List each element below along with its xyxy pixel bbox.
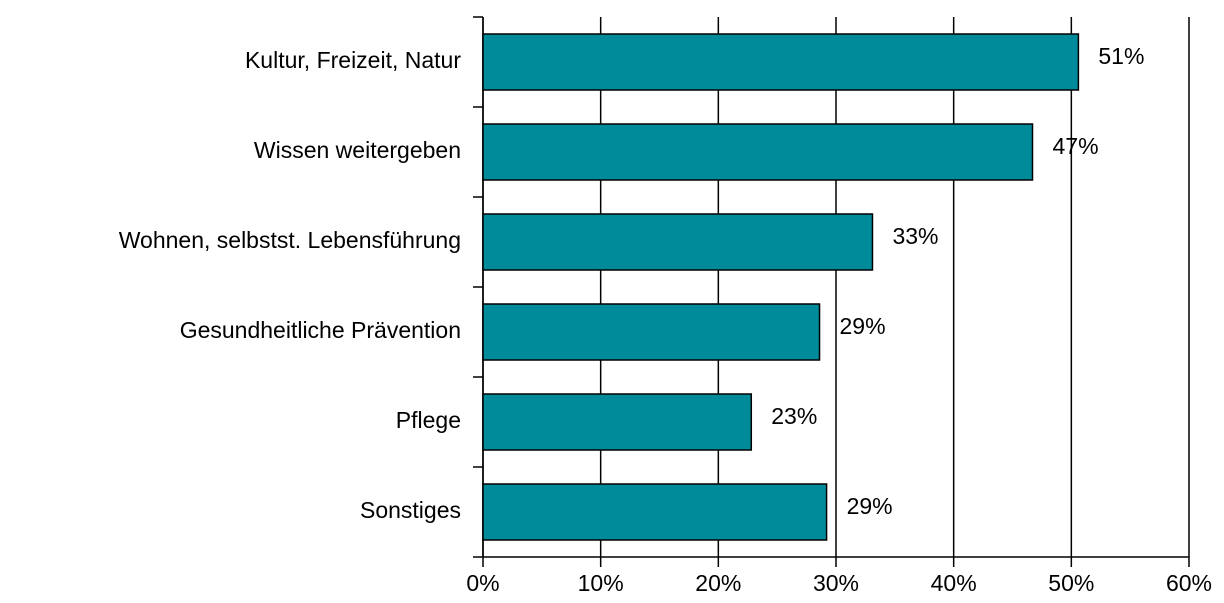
y-tick-label: Gesundheitliche Prävention (180, 317, 461, 343)
x-tick-label: 20% (695, 570, 741, 596)
bar (482, 393, 753, 451)
bar (482, 303, 821, 361)
x-tick-label: 30% (813, 570, 859, 596)
data-label: 29% (847, 493, 893, 519)
y-tick-label: Wohnen, selbstst. Lebensführung (119, 227, 461, 253)
data-label: 29% (840, 313, 886, 339)
x-tick-label: 50% (1048, 570, 1094, 596)
x-tick-label: 60% (1166, 570, 1212, 596)
x-tick-label: 40% (931, 570, 977, 596)
y-tick-label: Wissen weitergeben (254, 137, 461, 163)
data-label: 33% (892, 223, 938, 249)
x-tick-label: 0% (466, 570, 499, 596)
y-tick-label: Sonstiges (360, 497, 461, 523)
data-label: 51% (1098, 43, 1144, 69)
x-tick-label: 10% (578, 570, 624, 596)
bar (482, 213, 874, 271)
bar (482, 483, 828, 541)
bar (482, 123, 1034, 181)
y-tick-label: Pflege (396, 407, 461, 433)
data-label: 47% (1053, 133, 1099, 159)
bar (482, 33, 1080, 91)
data-label: 23% (771, 403, 817, 429)
y-tick-label: Kultur, Freizeit, Natur (245, 47, 461, 73)
